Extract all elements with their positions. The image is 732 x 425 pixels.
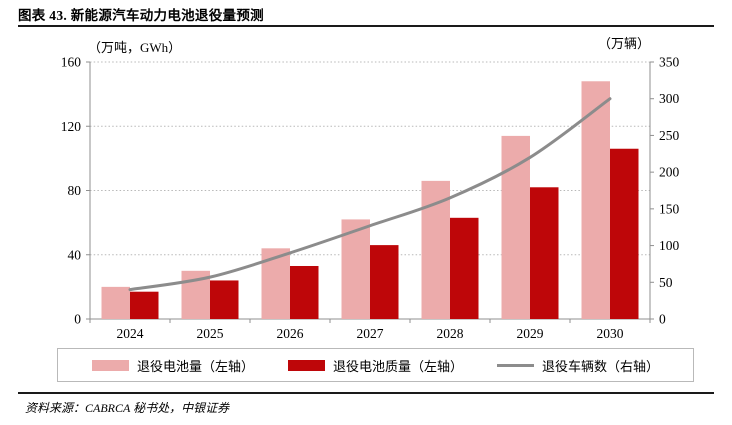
legend-line-swatch <box>496 363 534 367</box>
bar-retired-battery-volume <box>581 81 610 320</box>
right-axis-tick-label: 200 <box>659 165 680 180</box>
right-axis-tick-label: 350 <box>659 55 680 70</box>
left-axis-tick-label: 40 <box>68 247 82 262</box>
bar-retired-battery-volume <box>101 286 130 319</box>
line-retired-vehicle-count <box>128 97 612 292</box>
legend-label: 退役电池量（左轴） <box>136 358 254 374</box>
right-axis-tick-label: 150 <box>659 201 680 216</box>
bar-retired-battery-mass <box>530 187 559 319</box>
x-axis-category-label: 2030 <box>597 326 624 341</box>
x-axis-category-label: 2025 <box>197 326 224 341</box>
legend-bar-swatch <box>91 359 129 371</box>
x-axis-category-label: 2027 <box>357 326 384 341</box>
title-divider <box>18 25 714 27</box>
figure-title: 图表 43. 新能源汽车动力电池退役量预测 <box>18 8 264 23</box>
x-axis-category-label: 2024 <box>117 326 144 341</box>
x-axis-category-label: 2029 <box>517 326 544 341</box>
right-axis-unit-label: （万辆） <box>597 36 650 51</box>
left-axis-tick-label: 0 <box>74 312 81 327</box>
right-axis-tick-label: 0 <box>659 312 666 327</box>
bar-retired-battery-mass <box>290 265 319 319</box>
chart-legend: 退役电池量（左轴） 退役电池质量（左轴） 退役车辆数（右轴） <box>57 348 694 382</box>
bar-retired-battery-mass <box>610 148 639 319</box>
left-axis-tick-label: 160 <box>61 55 82 70</box>
right-axis-tick-label: 100 <box>659 238 680 253</box>
bar-retired-battery-mass <box>370 245 399 319</box>
bar-retired-battery-volume <box>501 135 530 319</box>
x-axis-category-label: 2026 <box>277 326 304 341</box>
bar-retired-battery-mass <box>130 291 159 319</box>
legend-item: 退役电池质量（左轴） <box>287 356 463 375</box>
bar-retired-battery-mass <box>210 280 239 319</box>
right-axis-tick-label: 50 <box>659 275 673 290</box>
bar-retired-battery-volume <box>421 180 450 319</box>
bar-retired-battery-volume <box>341 219 370 319</box>
legend-item: 退役电池量（左轴） <box>91 356 254 375</box>
legend-bar-swatch <box>287 359 325 371</box>
left-axis-tick-label: 80 <box>68 183 82 198</box>
x-axis-category-label: 2028 <box>437 326 464 341</box>
left-axis-tick-label: 120 <box>61 119 82 134</box>
source-note: 资料来源：CABRCA 秘书处，中银证券 <box>25 401 230 415</box>
bar-retired-battery-mass <box>450 217 479 319</box>
right-axis-tick-label: 250 <box>659 128 680 143</box>
left-axis-unit-label: （万吨，GWh） <box>88 40 182 55</box>
legend-item: 退役车辆数（右轴） <box>496 356 659 375</box>
right-axis-tick-label: 300 <box>659 91 680 106</box>
legend-label: 退役电池质量（左轴） <box>332 358 463 374</box>
legend-label: 退役车辆数（右轴） <box>541 358 659 374</box>
footer-divider <box>18 392 714 394</box>
